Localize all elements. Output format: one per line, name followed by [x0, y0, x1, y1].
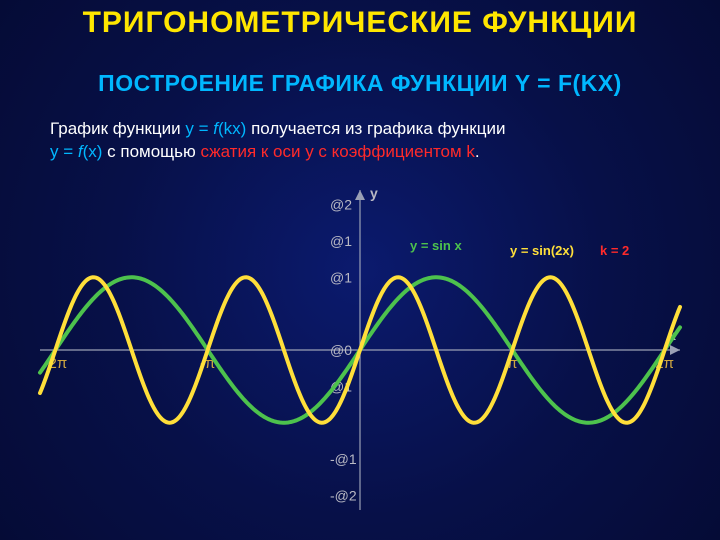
svg-text:y = sin(2x): y = sin(2x) [510, 243, 574, 258]
desc-formula-2: y = f(x) [50, 142, 102, 161]
svg-text:-@2: -@2 [330, 487, 357, 503]
svg-text:@2: @2 [330, 197, 352, 213]
svg-text:y: y [370, 185, 378, 201]
desc-text: получается из графика функции [251, 119, 505, 138]
desc-text: График функции [50, 119, 185, 138]
svg-text:-@1: -@1 [330, 451, 357, 467]
svg-text:y = sin x: y = sin x [410, 238, 462, 253]
page-subtitle: ПОСТРОЕНИЕ ГРАФИКА ФУНКЦИИ Y = F(KX) [0, 70, 720, 97]
desc-text: с помощью [102, 142, 200, 161]
svg-text:@1: @1 [330, 269, 352, 285]
svg-text:k = 2: k = 2 [600, 243, 629, 258]
svg-text:@1: @1 [330, 233, 352, 249]
page-title: ТРИГОНОМЕТРИЧЕСКИЕ ФУНКЦИИ [0, 6, 720, 40]
desc-highlight: сжатия к оси y с коэффициентом k [201, 142, 475, 161]
svg-text:@0: @0 [330, 342, 352, 358]
desc-formula-1: y = f(kx) [185, 119, 251, 138]
trig-chart: @2@1@1@0@1-@1-@2-2π-ππ2πyxy = sin xy = s… [40, 190, 680, 510]
description-block: График функции y = f(kx) получается из г… [50, 118, 680, 164]
